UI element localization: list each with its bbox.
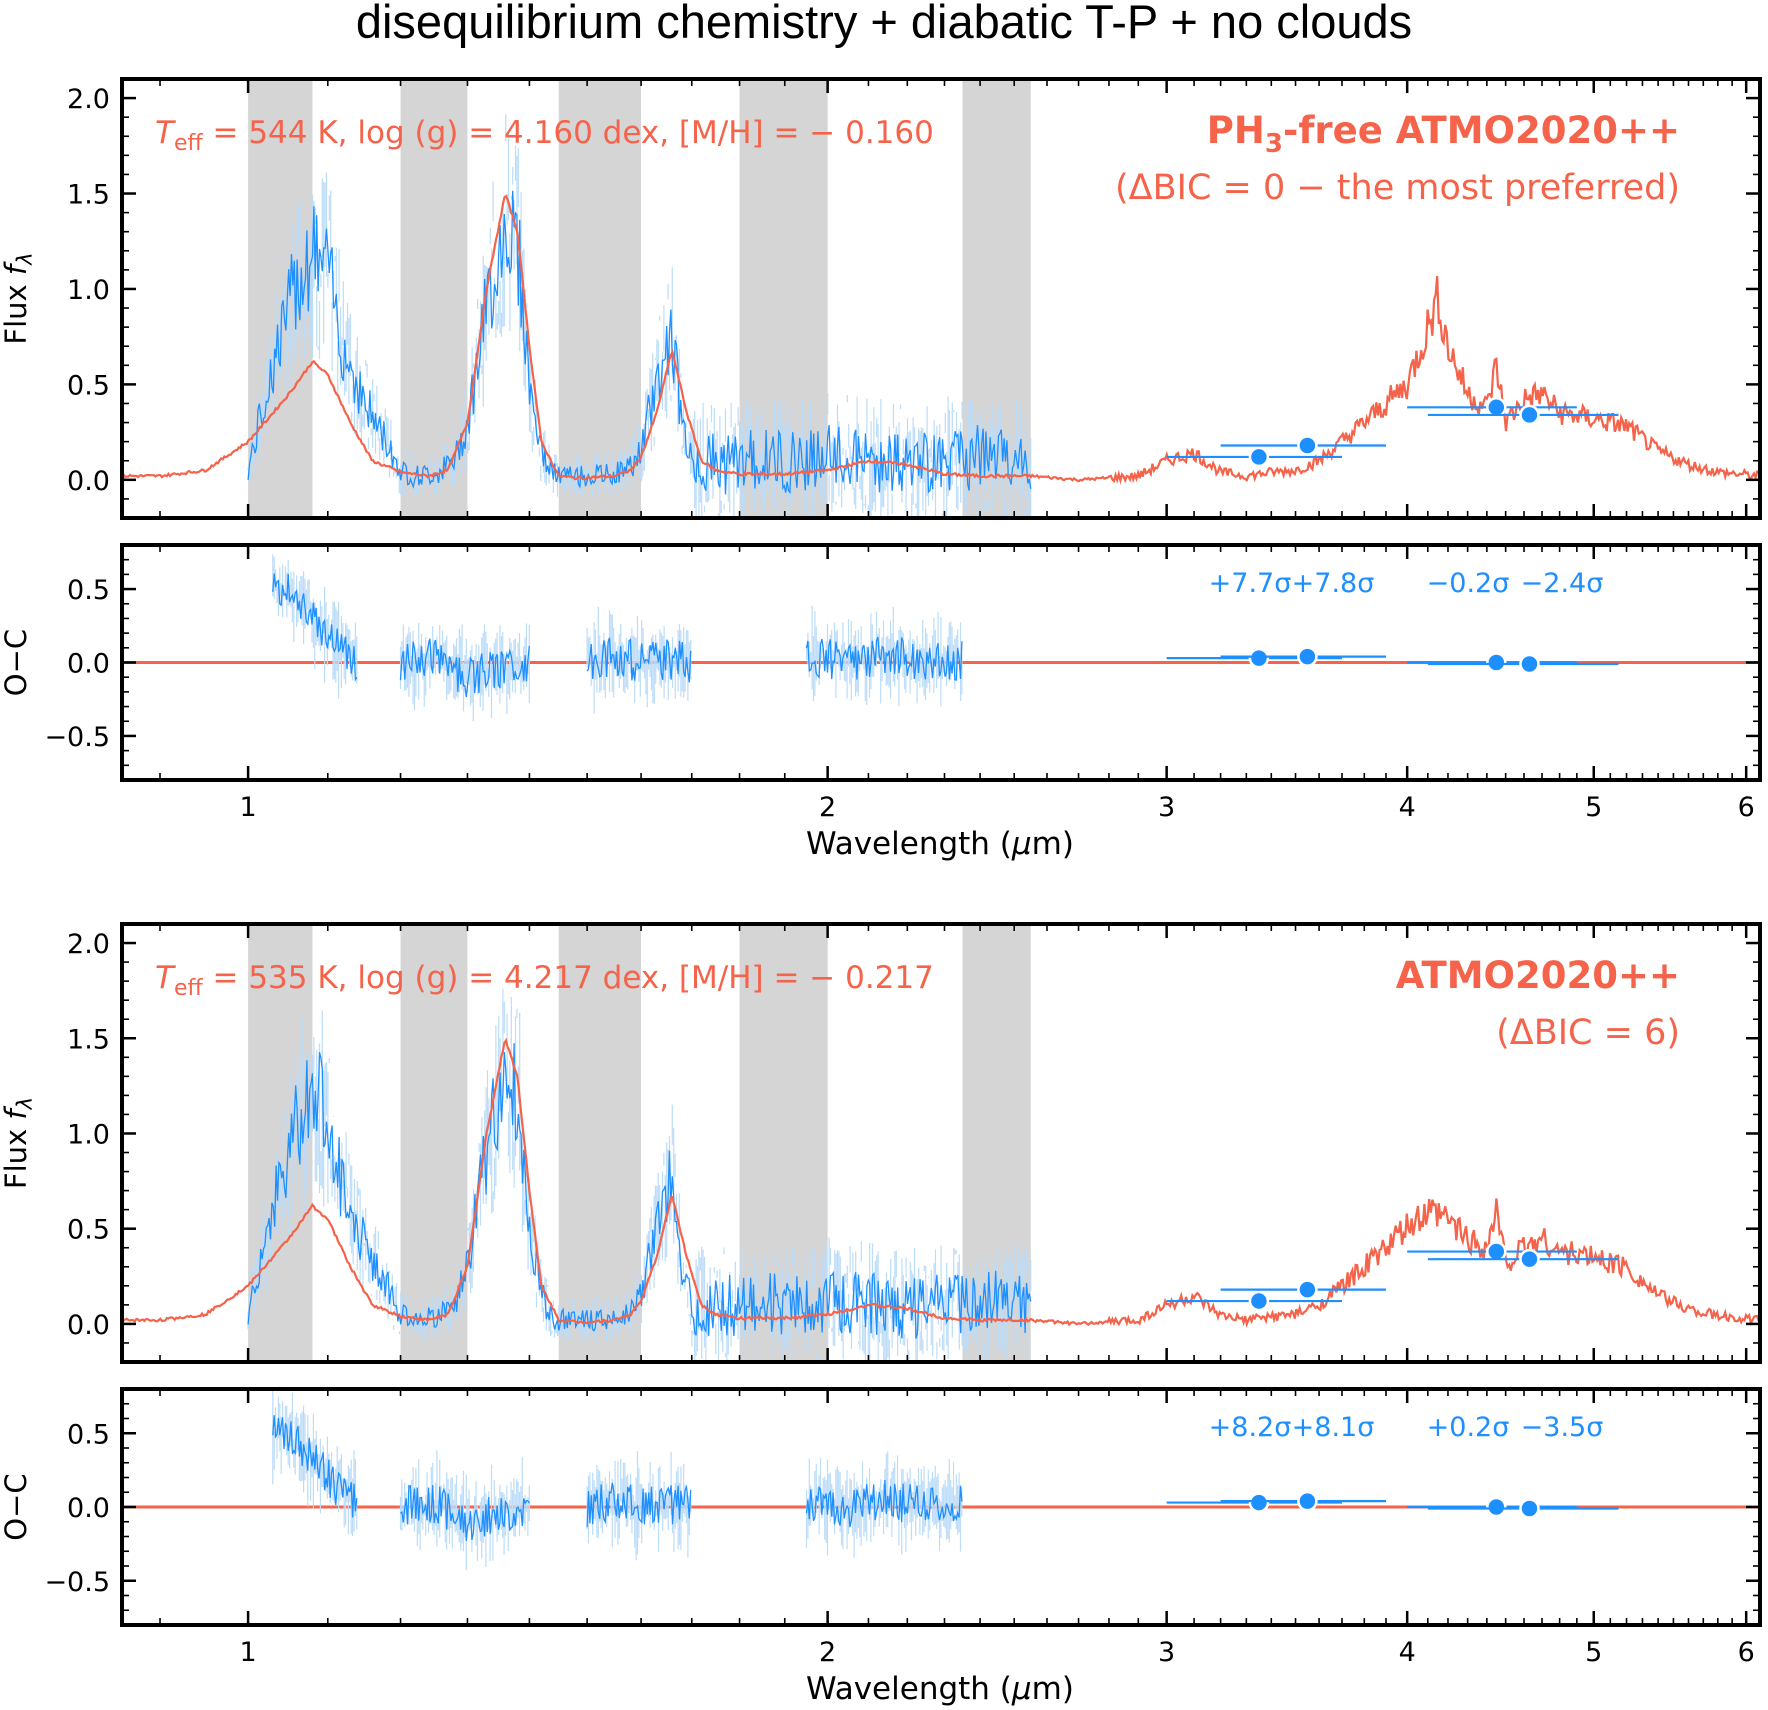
ytick-label: 0.5 — [67, 370, 110, 401]
photometry-point — [1297, 1279, 1318, 1300]
ytick-label: 0.5 — [67, 1215, 110, 1246]
xtick-label: 2 — [819, 792, 836, 823]
photometry-point — [1297, 1490, 1318, 1512]
x-axis-label: Wavelength (μm) — [806, 1671, 1074, 1707]
sigma-label: +8.2σ — [1209, 1412, 1292, 1443]
residual-panel-3: +8.2σ +8.1σ +0.2σ −3.5σ −0.5 0.0 0.5 O−C 1 2 3 4 5 6 W… — [0, 1387, 1762, 1707]
ytick-label: 1.0 — [67, 275, 110, 306]
y-axis-label: Flux fλ — [0, 252, 37, 344]
shaded-region — [558, 79, 642, 518]
photometry-point — [1297, 646, 1318, 667]
photometry-point — [1486, 652, 1507, 673]
y-axis-label: O−C — [0, 1473, 33, 1540]
y-axis-label: O−C — [0, 629, 33, 696]
model-spectrum — [122, 1037, 1760, 1328]
xtick-label: 4 — [1399, 792, 1416, 823]
xtick-label: 3 — [1158, 1637, 1175, 1668]
plot-area — [122, 79, 1760, 518]
photometry-point — [1248, 647, 1270, 669]
sigma-label: +8.1σ — [1292, 1412, 1375, 1443]
photometry-point — [1486, 397, 1507, 418]
sigma-label: −2.4σ — [1521, 568, 1604, 599]
y-axis-label: Flux fλ — [0, 1097, 37, 1189]
figure-title: disequilibrium chemistry + diabatic T-P … — [355, 0, 1413, 48]
residual-spectrum — [272, 1415, 358, 1518]
photometry-point — [1519, 653, 1540, 675]
delta-bic-label: (ΔBIC = 6) — [1496, 1013, 1680, 1053]
residual-spectrum — [805, 1479, 963, 1528]
residual-error-band — [272, 554, 358, 699]
residual-spectrum — [586, 637, 692, 683]
xtick-label: 1 — [240, 792, 257, 823]
photometry-point — [1297, 435, 1318, 456]
photometry-point — [1248, 446, 1270, 468]
spectrum-panel-2: Teff = 535 K, log (g) = 4.217 dex, [M/H]… — [0, 922, 1762, 1364]
residual-spectrum — [272, 573, 358, 682]
ytick-label: 0.0 — [67, 1493, 110, 1524]
ytick-label: 0.5 — [67, 575, 110, 606]
spectrum-panel-0: Teff = 544 K, log (g) = 4.160 dex, [M/H]… — [0, 77, 1762, 520]
axes-frame — [120, 77, 1762, 520]
plot-area — [122, 924, 1760, 1362]
observed-spectrum — [247, 1043, 1032, 1339]
xtick-label: 3 — [1158, 792, 1175, 823]
xtick-label: 6 — [1738, 792, 1755, 823]
photometry-point — [1519, 404, 1540, 426]
sigma-label: +7.8σ — [1292, 568, 1375, 599]
xtick-label: 2 — [819, 1637, 836, 1668]
sigma-label: +7.7σ — [1209, 568, 1292, 599]
ytick-label: 0.0 — [67, 1310, 110, 1341]
ytick-label: 2.0 — [67, 929, 110, 960]
shaded-region — [558, 924, 642, 1362]
ytick-label: 0.5 — [67, 1419, 110, 1450]
photometry-point — [1248, 1290, 1270, 1312]
xtick-label: 5 — [1585, 1637, 1602, 1668]
axes-frame — [120, 922, 1762, 1364]
residual-spectrum — [586, 1482, 692, 1528]
ytick-label: −0.5 — [44, 722, 110, 753]
fit-parameters: Teff = 535 K, log (g) = 4.217 dex, [M/H]… — [155, 960, 934, 1001]
model-spectrum — [122, 194, 1760, 485]
xtick-label: 6 — [1738, 1637, 1755, 1668]
fit-parameters: Teff = 544 K, log (g) = 4.160 dex, [M/H]… — [155, 115, 934, 156]
plot-area — [122, 554, 1760, 722]
residual-panel-1: +7.7σ +7.8σ −0.2σ −2.4σ −0.5 0.0 0.5 O−C 1 2 3 4 5 6 W… — [0, 543, 1762, 862]
xtick-label: 5 — [1585, 792, 1602, 823]
photometry-point — [1486, 1496, 1507, 1518]
ytick-label: −0.5 — [44, 1567, 110, 1598]
ytick-label: 0.0 — [67, 649, 110, 680]
ytick-label: 1.0 — [67, 1119, 110, 1150]
ytick-label: 0.0 — [67, 466, 110, 497]
photometry-point — [1519, 1248, 1540, 1270]
xtick-label: 4 — [1399, 1637, 1416, 1668]
ytick-label: 1.5 — [67, 1024, 110, 1055]
photometry-point — [1486, 1241, 1507, 1262]
sigma-label: −0.2σ — [1427, 568, 1510, 599]
ytick-label: 1.5 — [67, 180, 110, 211]
model-name-label: PH3-free ATMO2020++ — [1207, 109, 1680, 159]
delta-bic-label: (ΔBIC = 0 − the most preferred) — [1115, 168, 1680, 208]
residual-spectrum — [400, 1484, 530, 1541]
model-name-label: ATMO2020++ — [1396, 954, 1680, 997]
residual-spectrum — [399, 638, 530, 698]
ytick-label: 2.0 — [67, 84, 110, 115]
xtick-label: 1 — [240, 1637, 257, 1668]
photometry-point — [1519, 1498, 1540, 1519]
x-axis-label: Wavelength (μm) — [806, 826, 1074, 862]
photometry-point — [1248, 1492, 1270, 1513]
shaded-region — [400, 924, 468, 1362]
plot-area — [122, 1391, 1760, 1571]
sigma-label: −3.5σ — [1521, 1412, 1604, 1443]
sigma-label: +0.2σ — [1427, 1412, 1510, 1443]
data-error-band — [247, 114, 1032, 518]
residual-spectrum — [805, 636, 963, 681]
observed-spectrum — [247, 190, 1032, 495]
